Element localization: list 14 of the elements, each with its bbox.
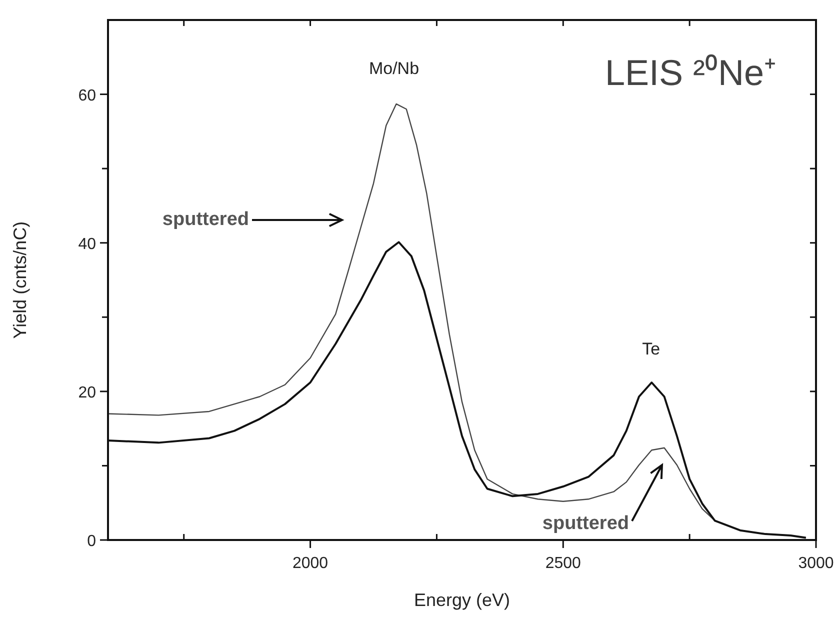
x-tick-label: 3000 — [798, 555, 834, 572]
y-axis-title: Yield (cnts/nC) — [10, 221, 30, 339]
y-tick-label: 20 — [78, 384, 96, 402]
annotation: sputtered — [162, 209, 249, 230]
annotation: Mo/Nb — [368, 59, 420, 78]
y-tick-label: 60 — [78, 87, 96, 104]
annotation: Te — [642, 339, 660, 358]
x-tick-label: 2000 — [292, 555, 328, 572]
annotation: sputtered — [542, 513, 629, 534]
y-tick-label: 40 — [78, 236, 96, 253]
text: LEIS ²⁰Ne⁺ — [604, 52, 776, 93]
x-axis-title: Energy (eV) — [414, 590, 510, 610]
x-tick-label: 2500 — [545, 555, 582, 572]
y-tick-label: 0 — [87, 533, 96, 550]
